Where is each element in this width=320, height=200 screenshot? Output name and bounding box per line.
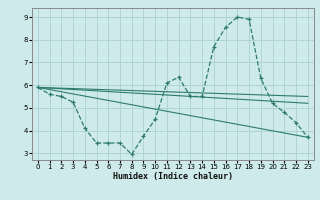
- X-axis label: Humidex (Indice chaleur): Humidex (Indice chaleur): [113, 172, 233, 181]
